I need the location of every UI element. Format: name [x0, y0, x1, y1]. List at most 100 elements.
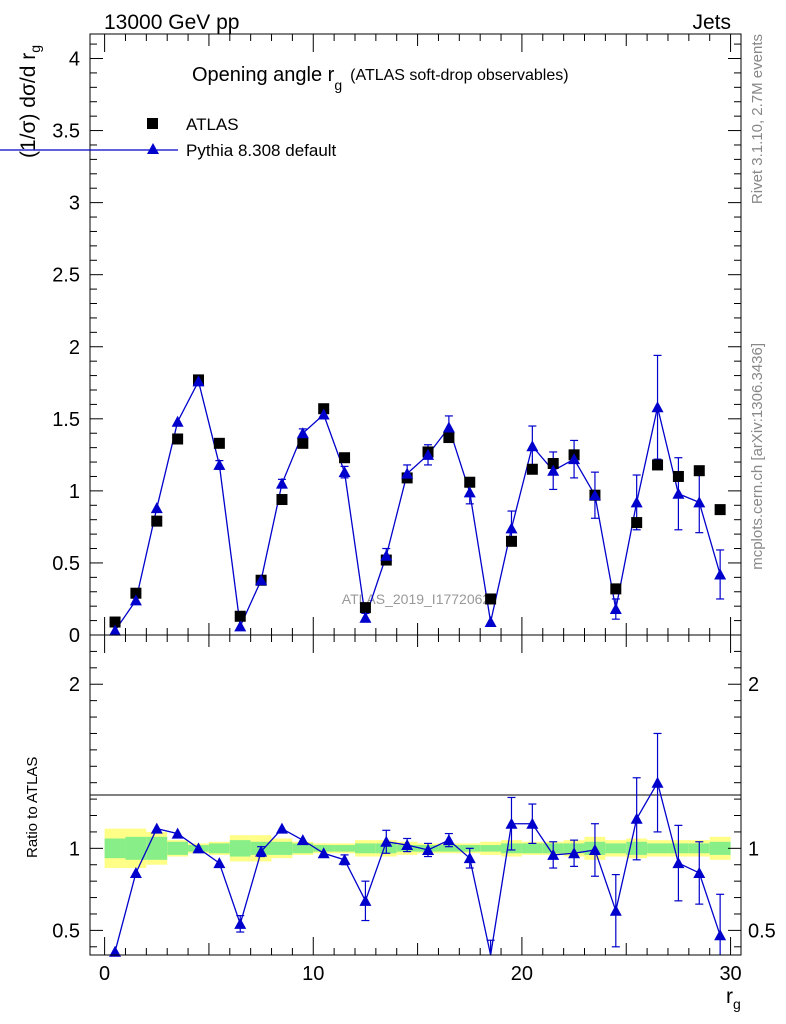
pythia-point [442, 421, 455, 433]
pythia-point [609, 603, 622, 615]
atlas-point [443, 432, 455, 444]
ratio-y-tick-label: 2 [69, 674, 80, 696]
ratio-point [609, 904, 622, 916]
ratio-band-inner [438, 845, 460, 852]
atlas-point [610, 583, 622, 595]
ratio-point [150, 822, 163, 834]
ratio-frame [89, 634, 742, 956]
pythia-point [171, 415, 184, 427]
atlas-point [464, 476, 476, 488]
pythia-point [422, 448, 435, 460]
ratio-x-label-text: r [726, 985, 733, 1008]
ratio-x-tick-label: 0 [99, 963, 110, 985]
atlas-point [339, 452, 351, 464]
main-y-label-sub: g [27, 45, 43, 53]
pythia-point [401, 467, 414, 479]
atlas-point [151, 515, 163, 527]
atlas-point [213, 437, 225, 449]
main-y-tick-label: 2 [69, 337, 80, 359]
ratio-band-inner [167, 841, 189, 855]
ratio-x-tick-label: 30 [719, 963, 741, 985]
legend: ATLAS Pythia 8.308 default [0, 115, 337, 160]
ratio-band-inner [605, 843, 627, 854]
atlas-point [276, 494, 288, 506]
atlas-point [234, 610, 246, 622]
pythia-point [150, 502, 163, 514]
ratio-point [129, 866, 142, 878]
ratio-y-label-group: Ratio to ATLAS [24, 757, 41, 858]
main-y-tick-label: 1 [69, 481, 80, 503]
ratio-point [422, 843, 435, 855]
watermark-label: ATLAS_2019_I1772062 [342, 591, 491, 607]
atlas-point [130, 587, 142, 599]
ratio-point [693, 866, 706, 878]
ratio-point [505, 817, 518, 829]
atlas-point [714, 504, 726, 516]
ratio-series [109, 732, 727, 957]
atlas-point [672, 470, 684, 482]
atlas-point [631, 517, 643, 529]
plot-title-text: Opening angle r [192, 64, 335, 86]
ratio-point [317, 847, 330, 859]
main-y-tick-label: 2.5 [52, 265, 80, 287]
pythia-point [547, 464, 560, 476]
pythia-point [255, 574, 268, 586]
atlas-point [109, 616, 121, 628]
ratio-point [630, 812, 643, 824]
main-y-tick-label: 0 [69, 625, 80, 647]
ratio-point [338, 853, 351, 865]
pythia-point [484, 616, 497, 628]
plot-title: Opening angle rg (ATLAS soft-drop observa… [192, 64, 569, 93]
ratio-point [714, 929, 727, 941]
ratio-band-inner [709, 841, 731, 855]
ratio-band-inner [271, 841, 293, 855]
ratio-line [114, 780, 721, 956]
ratio-point [651, 776, 664, 788]
pythia-point [693, 496, 706, 508]
ratio-point [234, 917, 247, 929]
atlas-point [526, 463, 538, 475]
atlas-point [172, 433, 184, 445]
ratio-point [192, 842, 205, 854]
legend-pythia-label: Pythia 8.308 default [186, 141, 337, 160]
atlas-point [297, 437, 309, 449]
main-x-ticks [104, 34, 732, 635]
ratio-band-inner [480, 845, 502, 852]
ratio-point [213, 857, 226, 869]
pythia-point [380, 549, 393, 561]
ratio-point [526, 817, 539, 829]
ratio-point [296, 834, 309, 846]
ratio-band-inner [292, 843, 314, 854]
ratio-band-inner [125, 836, 147, 860]
ratio-x-axis: 0 10 20 30 [99, 635, 742, 985]
mcplots-label: mcplots.cern.ch [arXiv:1306.3436] [749, 343, 766, 570]
atlas-point [652, 459, 664, 471]
pythia-point [275, 477, 288, 489]
atlas-point [547, 457, 559, 469]
pythia-point [109, 624, 122, 636]
ratio-panel: 0.5 0.5 1 1 2 2 0 10 20 30 Ratio to ATLAS rg [24, 634, 776, 1012]
ratio-point [401, 839, 414, 851]
ratio-point [672, 857, 685, 869]
main-series [109, 354, 727, 636]
pythia-point [714, 568, 727, 580]
ratio-point [275, 822, 288, 834]
ratio-y-tick-label-right: 0.5 [748, 920, 776, 942]
ratio-y-tick-label-right: 2 [748, 674, 759, 696]
rivet-label: Rivet 3.1.10, 2.7M events [749, 34, 766, 204]
main-panel: 0 0.5 1 1.5 2 2.5 3 3.5 4 ATLAS_2019_I1772062 Op… [0, 33, 742, 647]
ratio-y-axis: 0.5 0.5 1 1 2 2 [52, 650, 776, 948]
ratio-y-tick-label: 0.5 [52, 920, 80, 942]
ratio-band-inner [208, 843, 230, 854]
pythia-point [213, 458, 226, 470]
main-y-label-group: (1/σ) dσ/d rg [17, 45, 43, 158]
main-y-tick-label: 3.5 [52, 121, 80, 143]
ratio-point [255, 845, 268, 857]
ratio-x-tick-label: 20 [511, 963, 533, 985]
pythia-point [317, 408, 330, 420]
main-y-tick-label: 4 [69, 49, 80, 71]
ratio-x-tick-label: 10 [302, 963, 324, 985]
pythia-point [463, 486, 476, 498]
energy-label: 13000 GeV pp [104, 11, 239, 34]
ratio-band-inner [229, 840, 251, 857]
